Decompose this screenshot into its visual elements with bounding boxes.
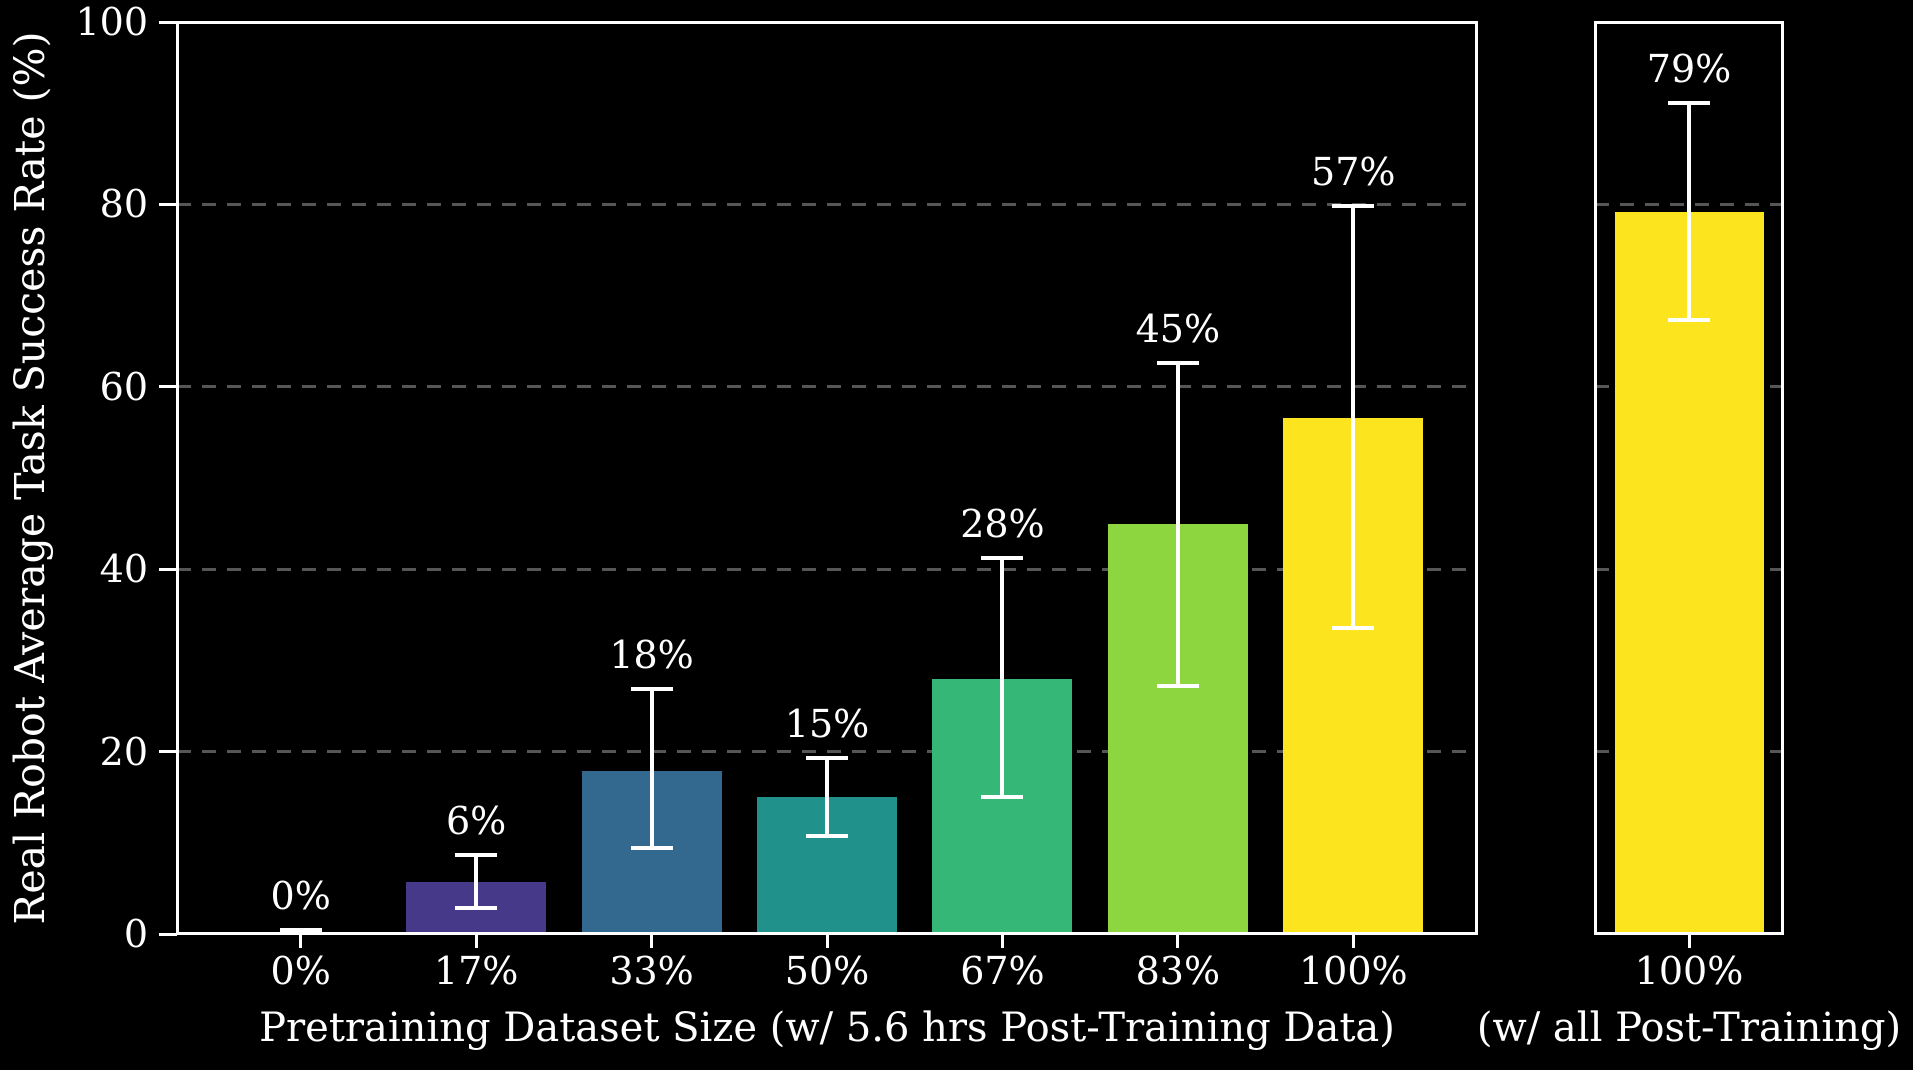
error-bar-cap-low <box>1332 626 1375 631</box>
y-tick-label: 60 <box>99 364 148 409</box>
axes-spine-bottom <box>1594 932 1784 935</box>
axes-spine-right <box>1475 21 1478 935</box>
y-tick-label: 20 <box>99 729 148 774</box>
y-tick <box>159 385 177 389</box>
error-bar-line <box>649 688 654 849</box>
y-tick <box>159 932 177 936</box>
x-tick-label: 0% <box>270 949 331 993</box>
y-tick-label: 40 <box>99 547 148 592</box>
error-bar-cap-low <box>806 833 848 838</box>
axes-spine-top <box>176 21 1478 24</box>
y-tick <box>159 20 177 24</box>
x-tick-label: 100% <box>1634 949 1744 993</box>
side-axes <box>1594 21 1784 935</box>
x-tick-label: 17% <box>433 949 519 993</box>
x-tick <box>1687 934 1691 948</box>
gridline <box>177 385 1477 389</box>
error-bar-line <box>1351 206 1356 629</box>
x-tick <box>1351 934 1355 948</box>
y-axis-title: Real Robot Average Task Success Rate (%) <box>6 31 54 925</box>
error-bar-cap-high <box>806 755 848 760</box>
error-bar-line <box>825 758 829 836</box>
x-tick-label: 50% <box>784 949 870 993</box>
x-tick-label: 83% <box>1135 949 1221 993</box>
axes-spine-left <box>1594 21 1597 935</box>
error-bar-cap-high <box>1668 101 1710 106</box>
y-tick <box>159 567 177 571</box>
x-tick <box>650 934 654 948</box>
error-bar-cap-low <box>630 846 673 851</box>
x-tick <box>825 934 829 948</box>
main-axes <box>176 21 1478 935</box>
error-bar-line <box>474 854 479 909</box>
error-bar-cap-high <box>279 928 322 933</box>
error-bar-line <box>1000 558 1005 798</box>
error-bar-line <box>1175 363 1180 686</box>
error-bar-cap-low <box>981 795 1024 800</box>
gridline <box>177 202 1477 206</box>
x-tick <box>1000 934 1004 948</box>
y-tick-label: 100 <box>75 0 148 44</box>
axes-spine-right <box>1781 21 1784 935</box>
error-bar-cap-high <box>981 556 1024 561</box>
error-bar-cap-high <box>1156 361 1199 366</box>
gridline <box>177 567 1477 571</box>
axes-spine-left <box>176 21 179 935</box>
x-tick-label: 67% <box>960 949 1045 993</box>
error-bar-cap-low <box>1668 318 1710 323</box>
x-axis-title-side: (w/ all Post-Training) <box>1476 1005 1902 1051</box>
x-tick <box>474 934 478 948</box>
error-bar-line <box>1687 103 1691 321</box>
y-tick-label: 80 <box>99 182 148 227</box>
bar-100% <box>1614 211 1764 934</box>
y-tick <box>159 750 177 754</box>
gridline <box>177 750 1477 754</box>
y-tick-label: 0 <box>123 912 148 956</box>
x-tick <box>1176 934 1180 948</box>
y-tick <box>159 202 177 206</box>
error-bar-cap-low <box>455 906 498 911</box>
error-bar-cap-low <box>1156 683 1199 688</box>
x-tick-label: 33% <box>609 949 694 993</box>
axes-spine-top <box>1594 21 1784 24</box>
x-tick-label: 100% <box>1298 949 1408 993</box>
axes-spine-bottom <box>176 932 1478 935</box>
error-bar-cap-high <box>630 686 673 691</box>
error-bar-cap-high <box>1332 204 1375 209</box>
x-axis-title-main: Pretraining Dataset Size (w/ 5.6 hrs Pos… <box>259 1005 1395 1051</box>
x-tick <box>299 934 303 948</box>
error-bar-cap-high <box>455 852 498 857</box>
